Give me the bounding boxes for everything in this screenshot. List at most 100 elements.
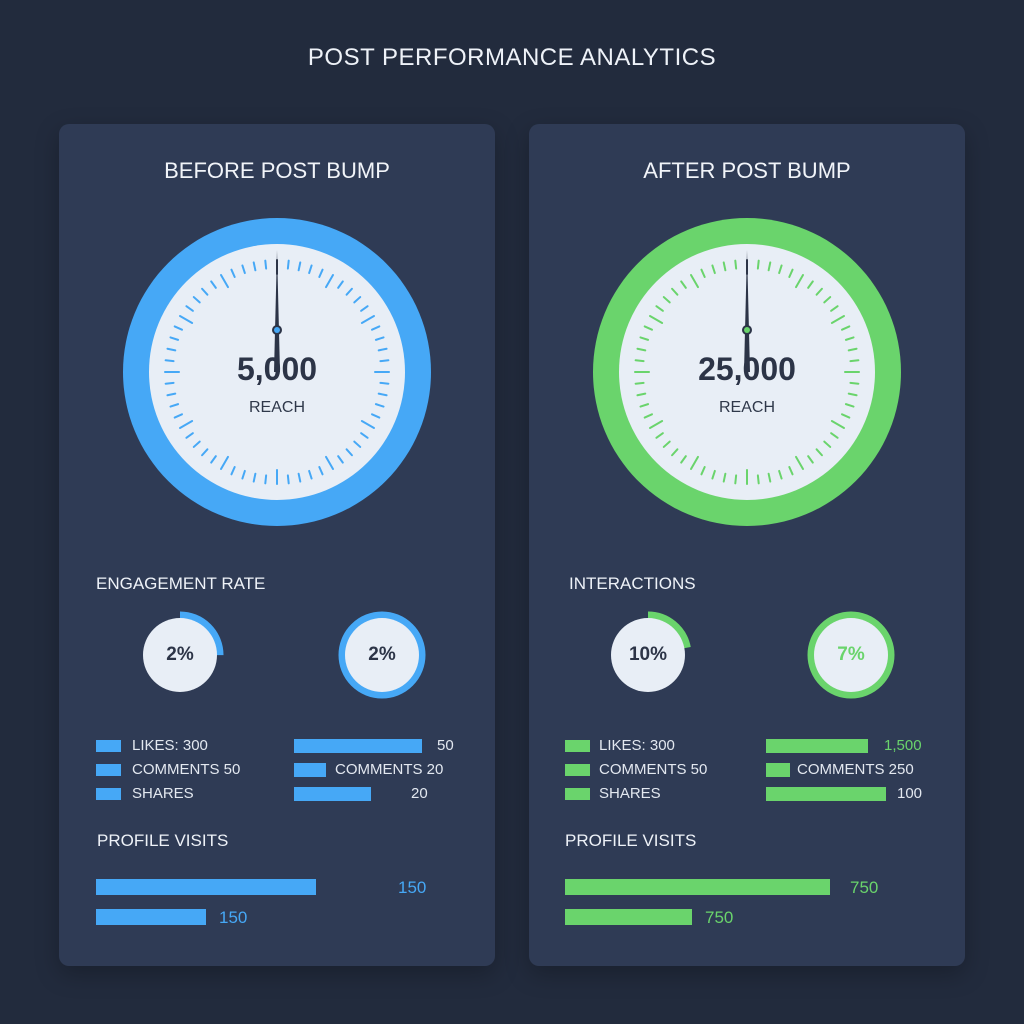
after-legend-comments: COMMENTS 50 [599, 761, 708, 778]
gauge-tick [823, 440, 832, 448]
gauge-tick [192, 440, 201, 448]
gauge-tick [639, 403, 650, 408]
gauge-tick [788, 268, 794, 278]
after-likes-value: 1,500 [884, 737, 922, 754]
gauge-tick [815, 448, 823, 457]
gauge-tick [210, 455, 217, 464]
gauge-tick [847, 392, 858, 397]
gauge-tick [634, 381, 645, 385]
gauge-tick [639, 336, 650, 341]
after-visits-bar-1 [565, 879, 830, 895]
after-shares-bar [766, 787, 886, 801]
before-likes-bar [294, 739, 422, 753]
gauge-tick [169, 336, 180, 341]
gauge-tick [643, 325, 653, 331]
gauge-tick [377, 392, 388, 397]
gauge-tick [379, 381, 390, 385]
gauge-tick [325, 455, 334, 470]
shares-swatch [565, 788, 590, 800]
before-legend-shares: SHARES [132, 785, 194, 802]
shares-swatch [96, 788, 121, 800]
gauge-tick [662, 440, 671, 448]
before-reach-value: 5,000 [236, 351, 318, 387]
gauge-tick [345, 448, 353, 457]
gauge-tick [345, 287, 353, 296]
gauge-needle [744, 250, 750, 372]
ring-progress-arc [604, 611, 692, 699]
gauge-tick [734, 474, 738, 485]
after-likes-bar [766, 739, 868, 753]
gauge-tick [830, 305, 839, 312]
before-legend-comments: COMMENTS 50 [132, 761, 241, 778]
ring-face [611, 618, 685, 692]
after-profile-visits-title: PROFILE VISITS [565, 831, 697, 850]
after-panel: AFTER POST BUMP 25,000 REACH INTERACTION… [529, 124, 965, 966]
gauge-tick [722, 472, 727, 483]
gauge-tick [734, 259, 738, 270]
before-profile-visits-title: PROFILE VISITS [97, 831, 229, 850]
gauge-tick [318, 466, 324, 476]
gauge-tick [756, 259, 760, 270]
before-visits-value-2: 150 [219, 908, 248, 927]
gauge-tick [649, 315, 664, 324]
gauge-tick [374, 336, 385, 341]
gauge-tick [849, 381, 860, 385]
gauge-tick [179, 420, 194, 429]
gauge-tick [841, 413, 851, 419]
after-visits-bar-2 [565, 909, 692, 925]
likes-swatch [96, 740, 121, 752]
comments-swatch [565, 764, 590, 776]
before-ring-1: 2% [135, 610, 225, 700]
gauge-tick [264, 474, 268, 485]
before-legend-likes: LIKES: 300 [132, 737, 208, 754]
before-shares-bar [294, 787, 371, 801]
gauge-tick [830, 432, 839, 439]
gauge-tick [643, 413, 653, 419]
before-visits-bar-1 [96, 879, 316, 895]
gauge-tick [700, 268, 706, 278]
gauge-tick [264, 259, 268, 270]
gauge-tick [371, 413, 381, 419]
gauge-tick [201, 287, 209, 296]
gauge-needle [274, 250, 280, 372]
gauge-tick [767, 472, 772, 483]
gauge-tick [815, 287, 823, 296]
gauge-tick [655, 305, 664, 312]
gauge-tick [649, 420, 664, 429]
after-ring-1-label: 10% [628, 644, 668, 665]
after-visits-value-1: 750 [850, 878, 879, 897]
gauge-tick [166, 392, 177, 397]
gauge-tick [325, 274, 334, 289]
gauge-tick [252, 261, 257, 272]
gauge-tick [722, 261, 727, 272]
ring-face [143, 618, 217, 692]
likes-swatch [565, 740, 590, 752]
gauge-tick [297, 261, 302, 272]
page-title: POST PERFORMANCE ANALYTICS [307, 44, 717, 71]
gauge-tick [371, 325, 381, 331]
gauge-tick [360, 305, 369, 312]
gauge-tick [220, 455, 229, 470]
before-panel: BEFORE POST BUMP 5,000 REACH ENGAGEMENT … [59, 124, 495, 966]
gauge-tick [173, 325, 183, 331]
after-comments-bar [766, 763, 790, 777]
gauge-tick [308, 264, 313, 275]
gauge-tick [164, 359, 175, 363]
interactions-title: INTERACTIONS [569, 574, 696, 593]
gauge-tick [230, 268, 236, 278]
gauge-tick [767, 261, 772, 272]
gauge-tick [377, 347, 388, 352]
gauge-tick [680, 280, 687, 289]
before-reach-label: REACH [248, 399, 305, 416]
gauge-tick [179, 315, 194, 324]
gauge-tick [680, 455, 687, 464]
before-ring-2: 2% [337, 610, 427, 700]
before-comments-label: COMMENTS 20 [335, 761, 444, 778]
gauge-tick [353, 296, 362, 304]
gauge-tick [318, 268, 324, 278]
gauge-tick [830, 420, 845, 429]
gauge-tick [185, 305, 194, 312]
gauge-tick [844, 336, 855, 341]
gauge-tick [192, 296, 201, 304]
gauge-tick [252, 472, 257, 483]
